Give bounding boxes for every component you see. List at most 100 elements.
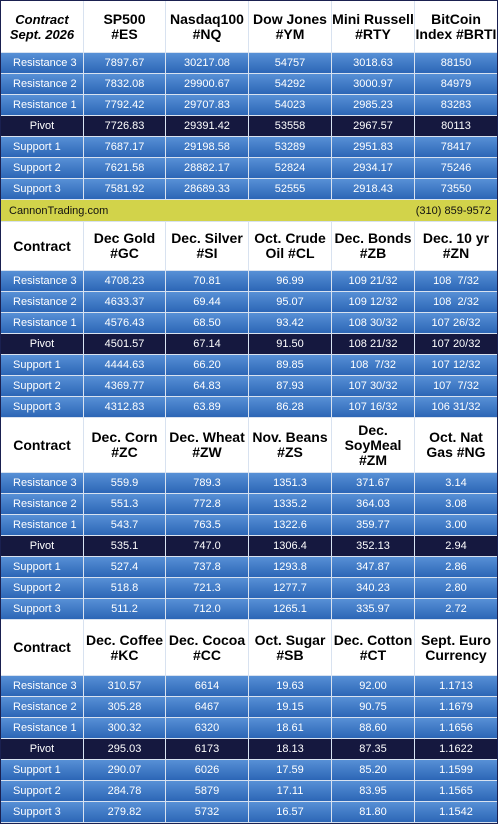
row-label: Pivot [1,536,84,556]
value-cell: 1.1713 [415,676,497,696]
value-cell: 85.20 [332,760,415,780]
value-cell: 95.07 [249,292,332,312]
level-row: Support 3 7581.92 28689.33 52555 2918.43 7355… [1,179,497,200]
row-label: Resistance 1 [1,313,84,333]
value-cell: 2.86 [415,557,497,577]
value-cell: 4312.83 [84,397,166,417]
row-label: Support 3 [1,179,84,199]
value-cell: 16.57 [249,802,332,822]
value-cell: 17.59 [249,760,332,780]
value-cell: 1.1599 [415,760,497,780]
value-cell: 2.72 [415,599,497,619]
level-row: Resistance 2 305.28 6467 19.15 90.75 1.1679 [1,697,497,718]
value-cell: 4501.57 [84,334,166,354]
level-row: Support 1 527.4 737.8 1293.8 347.87 2.86 [1,557,497,578]
value-cell: 4369.77 [84,376,166,396]
value-cell: 87.93 [249,376,332,396]
value-cell: 90.75 [332,697,415,717]
value-cell: 19.63 [249,676,332,696]
value-cell: 737.8 [166,557,249,577]
value-cell: 75246 [415,158,497,178]
value-cell: 6614 [166,676,249,696]
value-cell: 1306.4 [249,536,332,556]
value-cell: 108 7/32 [415,271,497,291]
value-cell: 279.82 [84,802,166,822]
banner: CannonTrading.com (310) 859-9572 [1,200,497,222]
value-cell: 29707.83 [166,95,249,115]
header-cell: Dec. 10 yr #ZN [415,222,497,270]
level-row: Resistance 2 7832.08 29900.67 54292 3000.97 8… [1,74,497,95]
value-cell: 54292 [249,74,332,94]
value-cell: 7621.58 [84,158,166,178]
value-cell: 7897.67 [84,53,166,73]
header-cell: Dec. Bonds #ZB [332,222,415,270]
header-cell: Dec. Silver #SI [166,222,249,270]
value-cell: 108 2/32 [415,292,497,312]
value-cell: 2.94 [415,536,497,556]
row-label: Resistance 2 [1,697,84,717]
header-cell: Dec. Cocoa #CC [166,620,249,675]
value-cell: 84979 [415,74,497,94]
value-cell: 359.77 [332,515,415,535]
level-row: Resistance 3 559.9 789.3 1351.3 371.67 3.14 [1,473,497,494]
header-cell: Contract [1,418,84,472]
header-cell: Dec Gold #GC [84,222,166,270]
header-cell: Dec. Coffee #KC [84,620,166,675]
value-cell: 747.0 [166,536,249,556]
row-label: Support 3 [1,599,84,619]
row-label: Support 2 [1,578,84,598]
value-cell: 83283 [415,95,497,115]
value-cell: 347.87 [332,557,415,577]
value-cell: 88.60 [332,718,415,738]
value-cell: 6173 [166,739,249,759]
value-cell: 107 20/32 [415,334,497,354]
value-cell: 83.95 [332,781,415,801]
value-cell: 721.3 [166,578,249,598]
pivot-row: Pivot 535.1 747.0 1306.4 352.13 2.94 [1,536,497,557]
row-label: Resistance 1 [1,95,84,115]
value-cell: 4708.23 [84,271,166,291]
level-row: Support 3 511.2 712.0 1265.1 335.97 2.72 [1,599,497,620]
value-cell: 7726.83 [84,116,166,136]
row-label: Support 1 [1,137,84,157]
level-row: Support 1 290.07 6026 17.59 85.20 1.1599 [1,760,497,781]
level-row: Support 3 279.82 5732 16.57 81.80 1.1542 [1,802,497,823]
value-cell: 88150 [415,53,497,73]
row-label: Pivot [1,116,84,136]
value-cell: 2.80 [415,578,497,598]
header-cell: Nasdaq100 #NQ [166,1,249,52]
value-cell: 6467 [166,697,249,717]
row-label: Pivot [1,334,84,354]
header-cell: Dec. Cotton #CT [332,620,415,675]
value-cell: 107 26/32 [415,313,497,333]
level-row: Resistance 2 4633.37 69.44 95.07 109 12/32 10… [1,292,497,313]
header-row: Contract Dec Gold #GC Dec. Silver #SI Oct. … [1,222,497,271]
value-cell: 7832.08 [84,74,166,94]
value-cell: 340.23 [332,578,415,598]
value-cell: 772.8 [166,494,249,514]
value-cell: 310.57 [84,676,166,696]
value-cell: 54023 [249,95,332,115]
value-cell: 3.08 [415,494,497,514]
row-label: Support 2 [1,781,84,801]
pivot-row: Pivot 4501.57 67.14 91.50 108 21/32 107 20/32 [1,334,497,355]
value-cell: 364.03 [332,494,415,514]
value-cell: 535.1 [84,536,166,556]
value-cell: 551.3 [84,494,166,514]
value-cell: 53289 [249,137,332,157]
header-cell: Sept. Euro Currency [415,620,497,675]
header-cell: Dec. Corn #ZC [84,418,166,472]
value-cell: 559.9 [84,473,166,493]
value-cell: 109 21/32 [332,271,415,291]
value-cell: 1.1656 [415,718,497,738]
value-cell: 66.20 [166,355,249,375]
value-cell: 2985.23 [332,95,415,115]
value-cell: 789.3 [166,473,249,493]
level-row: Support 1 7687.17 29198.58 53289 2951.83 7841… [1,137,497,158]
header-cell: Oct. Sugar #SB [249,620,332,675]
value-cell: 7581.92 [84,179,166,199]
value-cell: 3000.97 [332,74,415,94]
value-cell: 300.32 [84,718,166,738]
level-row: Support 2 7621.58 28882.17 52824 2934.17 7524… [1,158,497,179]
value-cell: 29900.67 [166,74,249,94]
